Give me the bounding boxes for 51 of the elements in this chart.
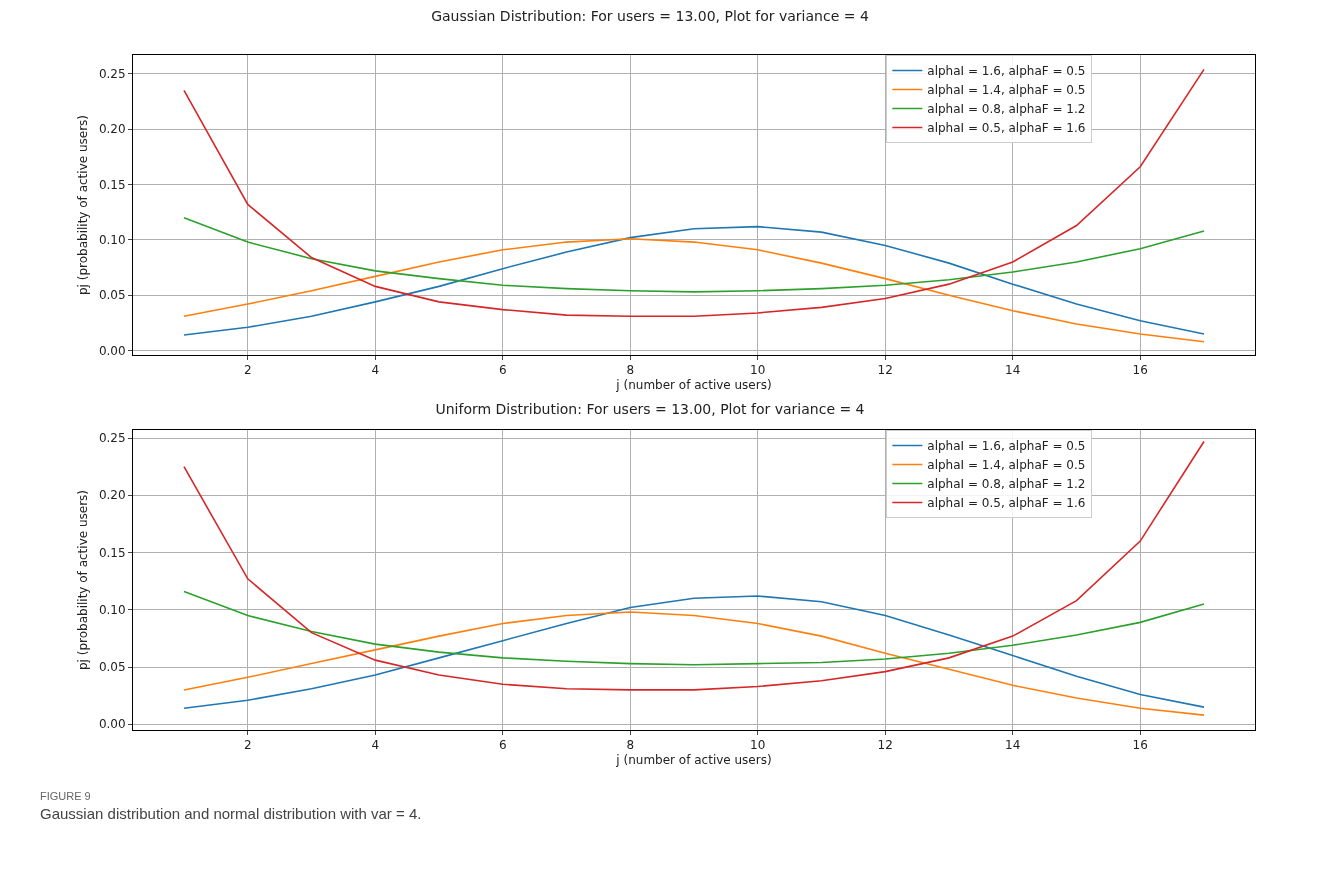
legend-label: alphaI = 1.4, alphaF = 0.5 — [927, 458, 1086, 473]
line-series — [183, 595, 1205, 710]
chart-title: Uniform Distribution: For users = 13.00, Plot for variance = 4 — [435, 400, 865, 417]
x-axis-title: j (number of active users) — [615, 378, 772, 393]
y-tick-label: 0.10 — [98, 602, 126, 617]
x-tick-label: 6 — [498, 363, 507, 378]
legend-label: alphaI = 1.4, alphaF = 0.5 — [927, 83, 1086, 98]
caption: FIGURE 9 — [40, 790, 92, 802]
y-tick-label: 0.10 — [98, 233, 126, 248]
x-tick-label: 2 — [243, 363, 252, 378]
x-tick-label: 8 — [626, 738, 635, 753]
y-tick-label: 0.20 — [98, 488, 126, 503]
x-tick-label: 4 — [371, 738, 380, 753]
y-tick-label: 0.25 — [98, 431, 126, 446]
line-series — [183, 590, 1205, 666]
legend-label: alphaI = 0.5, alphaF = 1.6 — [927, 496, 1086, 511]
y-tick-label: 0.20 — [98, 122, 126, 137]
x-tick-label: 14 — [1005, 738, 1021, 753]
y-tick-label: 0.05 — [98, 660, 126, 675]
x-tick-label: 16 — [1132, 738, 1148, 753]
text: Gaussian distribution and normal distribution with var = 4. — [40, 805, 422, 822]
x-tick-label: 16 — [1132, 363, 1148, 378]
x-tick-label: 4 — [371, 363, 380, 378]
legend-label: alphaI = 0.8, alphaF = 1.2 — [927, 102, 1086, 117]
x-tick-label: 10 — [750, 363, 766, 378]
legend-label: alphaI = 0.5, alphaF = 1.6 — [927, 121, 1086, 136]
legend-label: alphaI = 0.8, alphaF = 1.2 — [927, 477, 1086, 492]
y-tick-label: 0.15 — [98, 177, 126, 192]
chart-title: Gaussian Distribution: For users = 13.00, Plot for variance = 4 — [431, 7, 869, 24]
x-tick-label: 10 — [750, 738, 766, 753]
line-series — [183, 611, 1205, 716]
line-series — [183, 225, 1205, 336]
x-tick-label: 2 — [243, 738, 252, 753]
y-axis-title: pj (probability of active users) — [76, 489, 91, 671]
y-tick-label: 0.05 — [98, 288, 126, 303]
line-series — [183, 440, 1205, 691]
x-tick-label: 6 — [498, 738, 507, 753]
x-axis-title: j (number of active users) — [615, 753, 772, 768]
line-series — [183, 216, 1205, 293]
y-tick-label: 0.25 — [98, 67, 126, 82]
y-axis-title: pj (probability of active users) — [76, 114, 91, 296]
x-tick-label: 14 — [1005, 363, 1021, 378]
y-tick-label: 0.15 — [98, 545, 126, 560]
x-tick-label: 8 — [626, 363, 635, 378]
y-tick-label: 0.00 — [98, 343, 126, 358]
legend-label: alphaI = 1.6, alphaF = 0.5 — [927, 64, 1086, 79]
legend-label: alphaI = 1.6, alphaF = 0.5 — [927, 439, 1086, 454]
y-tick-label: 0.00 — [98, 717, 126, 732]
line-series — [183, 237, 1205, 343]
x-tick-label: 12 — [877, 363, 893, 378]
x-tick-label: 12 — [877, 738, 893, 753]
